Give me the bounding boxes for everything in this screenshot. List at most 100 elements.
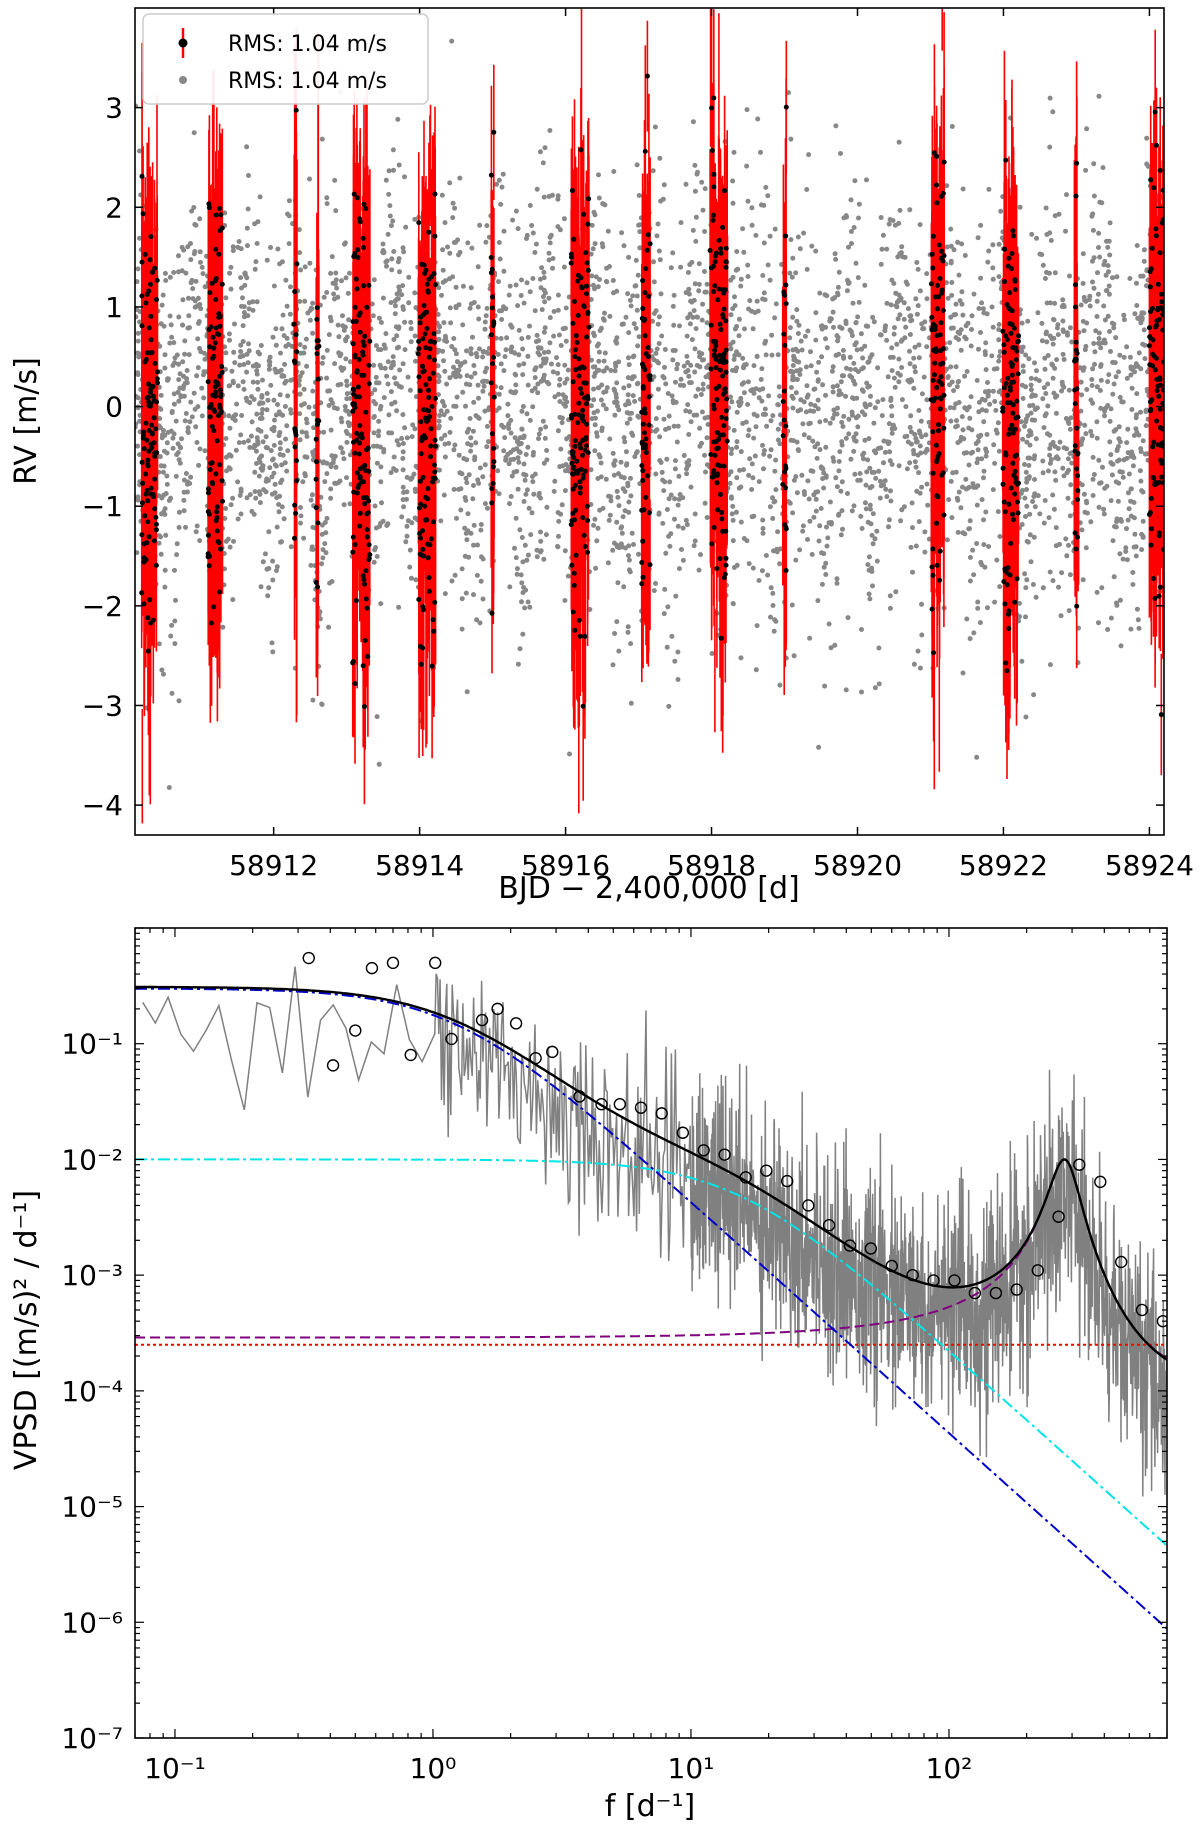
rv-x-tick-label: 58918 (667, 849, 756, 882)
legend-box (142, 13, 429, 105)
vpsd-x-tick-label: 10⁻¹ (144, 1752, 206, 1785)
binned-point (927, 1274, 940, 1287)
binned-point (780, 1174, 794, 1188)
rv-data-layer (135, 8, 1164, 824)
legend-grey-point-marker (179, 76, 187, 84)
legend-entry-simulated: RMS: 1.04 m/s (228, 69, 387, 94)
binned-point (697, 1144, 710, 1157)
observing-night-7 (488, 64, 497, 674)
rv-y-tick-label: −4 (82, 789, 123, 822)
binned-point (1010, 1283, 1023, 1296)
vpsd-y-tick-label: 10⁻⁵ (61, 1491, 123, 1524)
binned-point (968, 1286, 982, 1300)
rv-x-axis-label: BJD − 2,400,000 [d] (498, 871, 799, 906)
observing-night-10 (707, 8, 730, 753)
vpsd-y-tick-label: 10⁻⁴ (61, 1375, 123, 1408)
rv-x-tick-label: 58922 (959, 849, 1048, 882)
vpsd-y-tick-label: 10⁻² (61, 1143, 123, 1176)
binned-point (1073, 1158, 1086, 1171)
rv-black-points (350, 191, 373, 710)
binned-point (491, 1002, 504, 1016)
binned-point (404, 1048, 417, 1062)
rv-black-points (415, 191, 439, 669)
rv-x-tick-label: 58924 (1105, 849, 1194, 882)
vpsd-y-axis: 10⁻⁷ 10⁻⁶ 10⁻⁵ 10⁻⁴ 10⁻³ 10⁻² 10⁻¹ (61, 927, 1167, 1755)
rv-black-points (205, 201, 226, 626)
legend-black-point-marker (178, 38, 188, 48)
binned-point (302, 951, 315, 965)
binned-point (739, 1171, 752, 1184)
rv-error-bars (315, 32, 320, 696)
observing-night-1 (139, 42, 161, 824)
observing-night-8 (568, 8, 592, 814)
vpsd-x-tick-label: 10¹ (668, 1752, 715, 1785)
rv-x-tick-label: 58914 (375, 849, 464, 882)
observing-night-13 (1000, 50, 1022, 779)
binned-point (326, 1059, 340, 1072)
vpsd-x-tick-label: 10² (926, 1752, 973, 1785)
rv-y-tick-label: 0 (105, 391, 123, 424)
rv-error-bars (293, 28, 298, 723)
rv-y-axis-label: RV [m/s] (9, 357, 44, 485)
binned-point (802, 1199, 815, 1212)
rv-black-points (1000, 157, 1022, 674)
vpsd-data-layer (135, 951, 1167, 1630)
rv-black-points (291, 107, 300, 541)
rv-black-points (928, 150, 947, 656)
vpsd-x-axis-label: f [d⁻¹] (605, 1789, 695, 1824)
binned-point (989, 1286, 1003, 1300)
rv-error-bars (490, 64, 496, 674)
vpsd-y-axis-label: VPSD [(m/s)² / d⁻¹] (9, 1190, 44, 1470)
rv-black-points (568, 147, 592, 709)
binned-point (843, 1239, 857, 1252)
binned-point (634, 1101, 648, 1114)
binned-point (655, 1107, 668, 1120)
binned-point (365, 961, 379, 975)
observing-night-6 (415, 104, 439, 759)
rv-black-points (639, 73, 653, 587)
rv-x-tick-label: 58912 (229, 849, 318, 882)
binned-point (1031, 1264, 1045, 1277)
binned-point (822, 1219, 836, 1232)
binned-point (386, 956, 400, 970)
binned-point (948, 1274, 961, 1287)
binned-point (445, 1032, 458, 1046)
binned-point (546, 1045, 559, 1059)
binned-point (718, 1148, 731, 1161)
rv-error-bars (570, 8, 590, 814)
vpsd-y-tick-label: 10⁻⁶ (61, 1606, 123, 1639)
rv-error-bars (417, 104, 437, 759)
rv-black-points (139, 173, 161, 654)
binned-point (906, 1268, 919, 1282)
rv-y-axis: −4 −3 −2 −1 0 1 2 3 (82, 92, 1164, 822)
rv-black-points (1072, 160, 1081, 609)
binned-point (1052, 1210, 1065, 1223)
observing-night-12 (928, 8, 947, 790)
observing-night-2 (205, 69, 226, 723)
rv-x-tick-label: 58916 (521, 849, 610, 882)
binned-point (509, 1017, 523, 1030)
rv-y-tick-label: −1 (82, 490, 123, 523)
rv-black-points (707, 95, 730, 641)
total-model-line (135, 985, 1167, 1361)
binned-point (573, 1090, 586, 1103)
oscillation-component-line (135, 1158, 1167, 1360)
rv-y-tick-label: 1 (105, 291, 123, 324)
vpsd-y-tick-label: 10⁻¹ (61, 1028, 123, 1061)
observed-rv-points (139, 8, 1164, 824)
rv-legend: RMS: 1.04 m/s RMS: 1.04 m/s (142, 13, 429, 105)
observing-night-14 (1072, 61, 1081, 669)
binned-periodogram-points (302, 951, 1167, 1328)
binned-point (428, 956, 442, 970)
vpsd-panel: 10⁻¹ 10⁰ 10¹ 10² 10⁻⁷10⁻⁶10⁻⁵10⁻⁴10⁻³10⁻²10… (9, 927, 1168, 1824)
observing-night-15 (1146, 29, 1164, 776)
binned-point (529, 1051, 542, 1065)
binned-point (349, 1024, 362, 1037)
rv-y-tick-label: −2 (82, 590, 123, 623)
observing-night-5 (350, 79, 373, 805)
rv-black-points (488, 129, 497, 616)
vpsd-x-tick-label: 10⁰ (410, 1752, 457, 1785)
observing-night-4 (313, 32, 322, 696)
binned-point (1114, 1255, 1128, 1269)
